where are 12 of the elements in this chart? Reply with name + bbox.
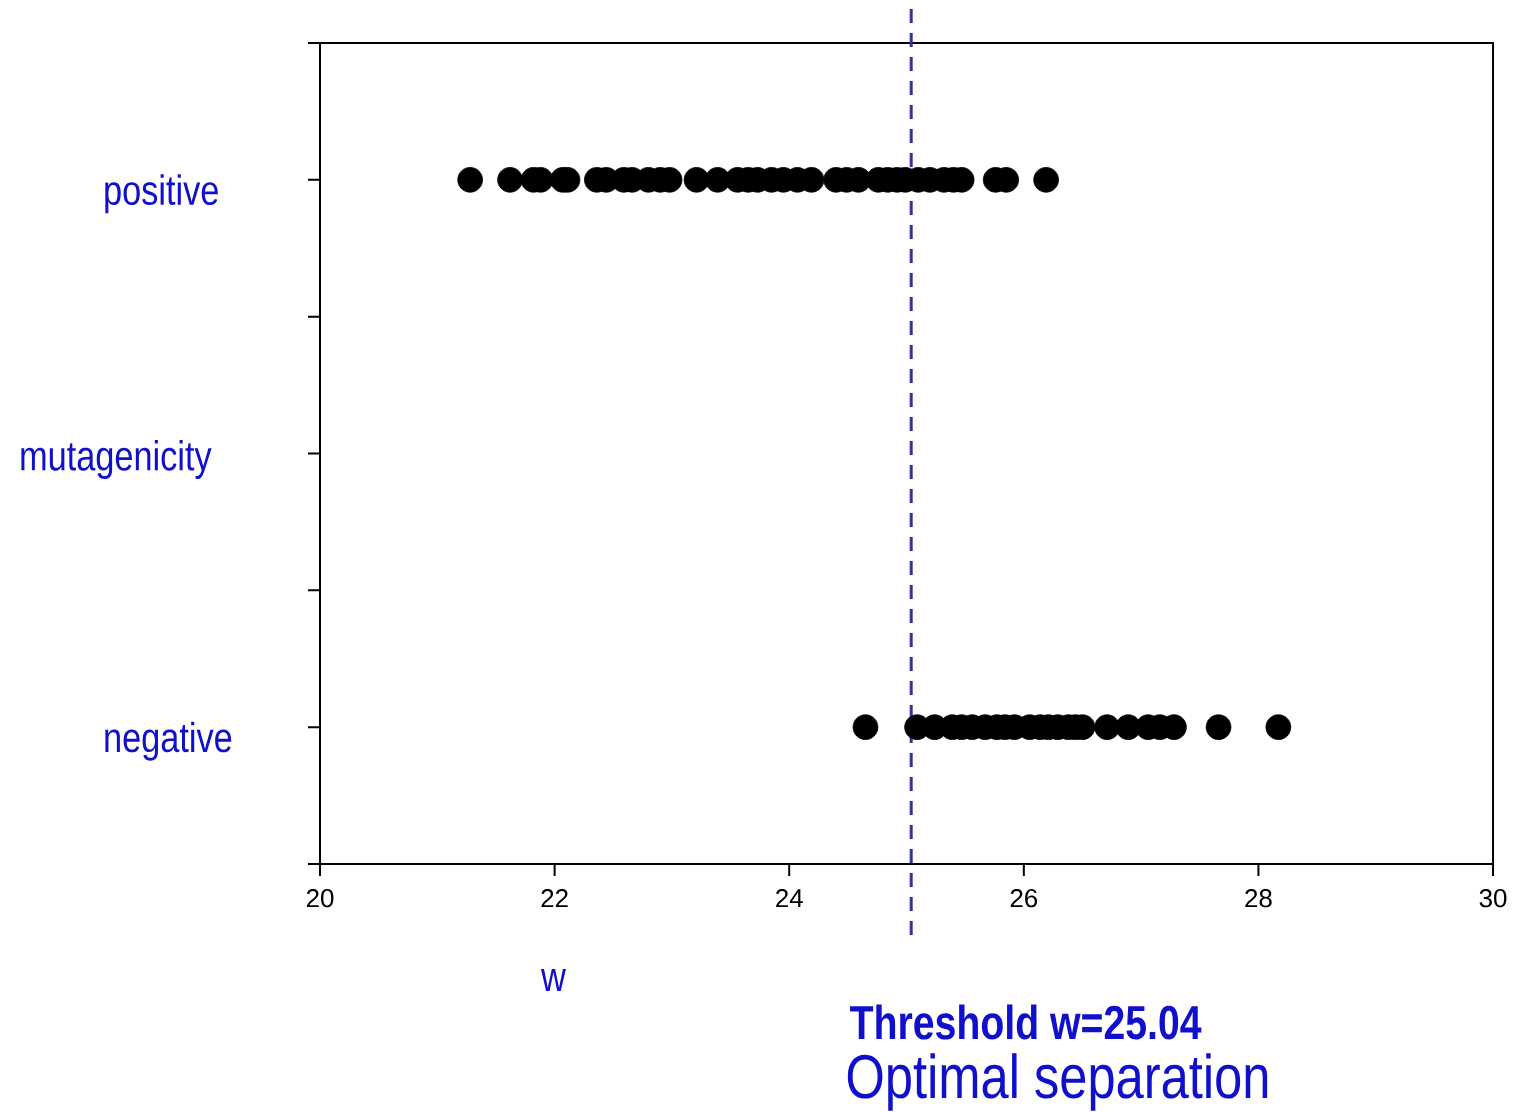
x-tick-label: 30 — [1479, 889, 1507, 908]
text: Optimal separation — [847, 1053, 1268, 1111]
x-tick-label: 26 — [1010, 889, 1038, 908]
y-axis-title: mutagenicity — [21, 439, 212, 479]
x-tick-label: 22 — [541, 889, 568, 908]
x-tick-label: 28 — [1245, 889, 1272, 908]
y-tick-label: negative — [105, 721, 232, 761]
x-axis-title: w — [540, 968, 566, 992]
x-tick-label: 24 — [776, 889, 803, 908]
x-tick-label: 20 — [306, 889, 334, 908]
ref-line-label: Threshold w=25.04 — [850, 1004, 1202, 1040]
y-tick-label: positive — [105, 174, 218, 214]
